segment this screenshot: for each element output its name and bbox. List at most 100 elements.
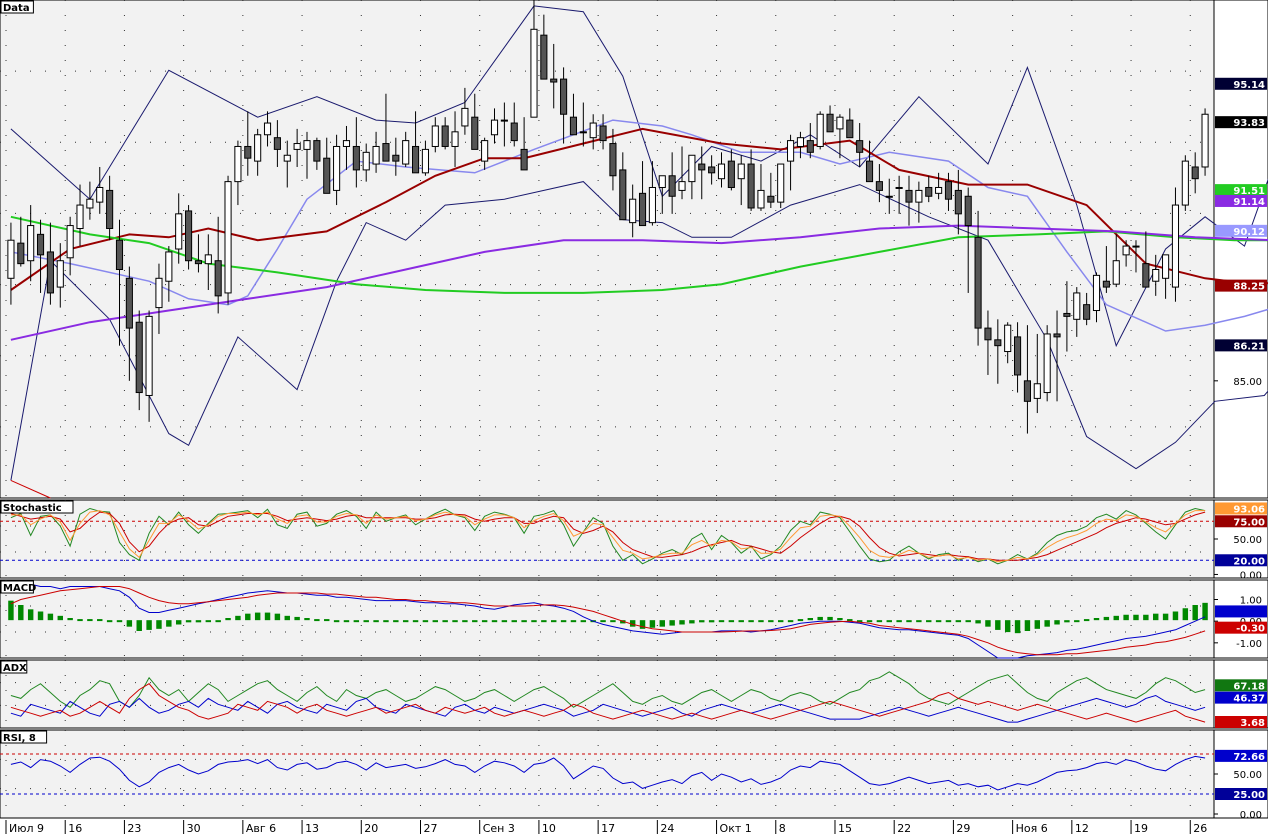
candle-body bbox=[826, 113, 834, 133]
macd-title: MACD bbox=[3, 583, 36, 594]
candle-body bbox=[283, 154, 291, 162]
candle-body bbox=[935, 186, 943, 194]
macd-histogram-bar bbox=[965, 620, 971, 623]
macd-histogram-bar bbox=[393, 620, 399, 623]
candle bbox=[846, 108, 854, 139]
macd-histogram-bar bbox=[472, 620, 478, 623]
candle-body bbox=[1122, 245, 1130, 256]
candle-body bbox=[747, 163, 755, 209]
macd-histogram-bar bbox=[136, 620, 142, 631]
price-value-badge: 95.14 bbox=[1215, 77, 1267, 91]
candle bbox=[303, 131, 311, 179]
macd-histogram-bar bbox=[797, 619, 804, 622]
x-axis-label: Июл 9 bbox=[9, 822, 44, 834]
candle-body bbox=[86, 198, 94, 209]
rsi-plot-area[interactable] bbox=[0, 729, 1215, 819]
candle bbox=[1112, 234, 1120, 288]
candle-body bbox=[1112, 260, 1120, 285]
candle-body bbox=[737, 163, 745, 180]
macd-histogram-bar bbox=[363, 620, 369, 623]
candle-body bbox=[352, 145, 360, 171]
candle bbox=[1092, 272, 1101, 323]
candle-body bbox=[925, 186, 933, 197]
candle-body bbox=[1201, 113, 1209, 168]
badge-background bbox=[1215, 621, 1267, 634]
candle bbox=[313, 137, 321, 170]
candle bbox=[263, 111, 272, 147]
candle bbox=[1201, 108, 1209, 176]
price-title: Data bbox=[3, 3, 30, 14]
candle bbox=[17, 216, 25, 267]
macd-histogram-bar bbox=[521, 620, 527, 623]
candle bbox=[500, 102, 508, 147]
macd-histogram-bar bbox=[906, 620, 912, 623]
candle-body bbox=[313, 140, 321, 162]
macd-histogram-bar bbox=[985, 620, 991, 627]
candle bbox=[1033, 333, 1041, 414]
x-axis-label: 26 bbox=[1193, 822, 1207, 834]
candle bbox=[1043, 325, 1051, 402]
stoch-title-box bbox=[0, 500, 74, 514]
candle-body bbox=[915, 189, 923, 203]
badge-background bbox=[1215, 194, 1267, 207]
macd-histogram-bar bbox=[1162, 613, 1169, 621]
candle-body bbox=[481, 140, 489, 162]
candle-body bbox=[1073, 292, 1081, 320]
candle bbox=[1102, 246, 1110, 293]
macd-histogram-bar bbox=[699, 620, 705, 623]
badge-label: 72.66 bbox=[1233, 752, 1265, 763]
candle-body bbox=[254, 134, 262, 162]
candle-body bbox=[678, 181, 686, 191]
candle-body bbox=[96, 186, 104, 203]
candle bbox=[599, 114, 607, 150]
candle bbox=[1142, 231, 1150, 288]
macd-histogram-bar bbox=[1182, 608, 1189, 621]
badge-background bbox=[1215, 788, 1267, 800]
candle bbox=[974, 210, 982, 346]
macd-histogram-bar bbox=[856, 620, 863, 623]
x-axis-label: 12 bbox=[1075, 822, 1089, 834]
badge-label: 75.00 bbox=[1233, 517, 1265, 528]
stoch-value-badge: 93.06 bbox=[1215, 502, 1267, 515]
macd-histogram-bar bbox=[1083, 619, 1090, 622]
macd-histogram-bar bbox=[708, 620, 715, 623]
macd-plot-area[interactable] bbox=[0, 579, 1215, 659]
candle bbox=[836, 114, 844, 159]
candle-body bbox=[411, 145, 420, 174]
candle-body bbox=[145, 315, 153, 396]
price-axis-area bbox=[1213, 0, 1268, 499]
adx-plot-area[interactable] bbox=[0, 659, 1215, 729]
candle-body bbox=[224, 181, 232, 294]
candle bbox=[56, 243, 64, 308]
macd-histogram-bar bbox=[304, 618, 310, 621]
macd-histogram-bar bbox=[422, 620, 429, 623]
macd-histogram-bar bbox=[1143, 614, 1149, 621]
macd-axis-label: -1.00 bbox=[1236, 639, 1262, 650]
candle bbox=[155, 263, 163, 334]
macd-value-badge bbox=[1215, 605, 1267, 618]
candle-body bbox=[27, 225, 35, 262]
stoch-plot-area[interactable] bbox=[0, 499, 1215, 579]
badge-background bbox=[1215, 691, 1267, 704]
badge-background bbox=[1215, 77, 1267, 90]
candle-body bbox=[589, 122, 597, 139]
candle-body bbox=[36, 233, 45, 256]
candle bbox=[27, 205, 35, 282]
candle-body bbox=[629, 198, 637, 224]
x-axis-label: 29 bbox=[956, 822, 970, 834]
stoch-axis-label: 0.00 bbox=[1240, 570, 1262, 581]
rsi-title-box bbox=[0, 730, 48, 744]
badge-label: 93.83 bbox=[1233, 118, 1265, 129]
candle bbox=[569, 93, 578, 136]
candle bbox=[1073, 287, 1081, 337]
badge-background bbox=[1215, 554, 1267, 567]
macd-histogram-bar bbox=[205, 620, 212, 623]
candle bbox=[767, 172, 775, 208]
x-axis-label: 19 bbox=[1134, 822, 1148, 834]
macd-histogram-bar bbox=[1064, 620, 1070, 623]
macd-histogram-bar bbox=[679, 620, 685, 625]
macd-histogram-bar bbox=[1024, 620, 1031, 631]
macd-histogram-bar bbox=[294, 616, 300, 621]
candle bbox=[1053, 310, 1061, 402]
candle bbox=[342, 125, 351, 170]
